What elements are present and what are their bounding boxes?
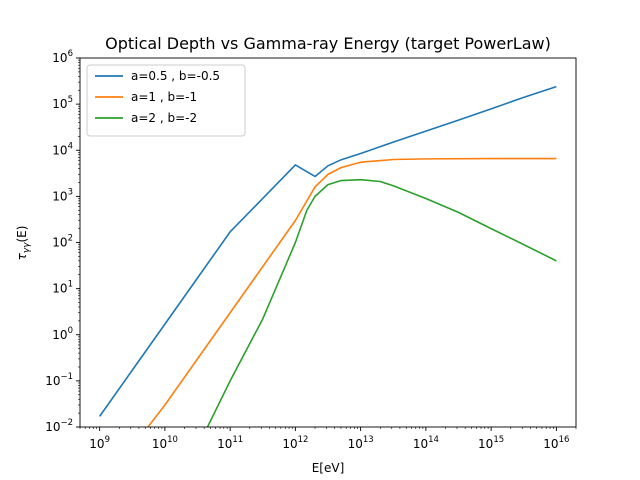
y-tick-label-5: 103	[52, 187, 73, 203]
y-tick-label-4: 102	[52, 234, 73, 250]
series-layer	[98, 85, 557, 427]
x-tick-label-7: 1016	[543, 435, 569, 451]
x-tick-label-1: 1010	[152, 435, 178, 451]
chart-title: Optical Depth vs Gamma-ray Energy (targe…	[105, 34, 551, 53]
y-axis-label-subscript: γγ	[22, 242, 32, 253]
x-tick-label-3: 1012	[282, 435, 308, 451]
y-tick-label-8: 106	[52, 49, 73, 65]
y-axis-label-argument: (E)	[15, 226, 29, 243]
y-tick-label-1: 10−1	[45, 372, 73, 388]
series-line-1	[147, 157, 557, 427]
y-tick-label-6: 104	[52, 141, 73, 157]
legend-label-2: a=2 , b=-2	[131, 111, 197, 125]
y-tick-label-3: 101	[52, 280, 73, 296]
x-tick-label-6: 1015	[478, 435, 504, 451]
axes-layer: 109 1010 1011 1012 1013 1014 1015 1016 10−2 10−1 1…	[45, 49, 577, 451]
x-tick-label-5: 1014	[413, 435, 439, 451]
y-tick-label-0: 10−2	[45, 418, 73, 434]
legend-box	[86, 64, 246, 137]
x-tick-label-2: 1011	[217, 435, 243, 451]
series-line-2	[206, 178, 557, 427]
y-tick-label-7: 105	[52, 95, 73, 111]
y-axis-label-symbol: τ	[15, 252, 29, 260]
y-axis-label: τγγ(E)	[15, 226, 32, 261]
x-axis-label: E[eV]	[312, 461, 345, 475]
legend-label-1: a=1 , b=-1	[131, 90, 197, 104]
legend-label-0: a=0.5 , b=-0.5	[131, 69, 220, 83]
series-line-0	[98, 85, 557, 417]
y-tick-label-2: 100	[52, 326, 73, 342]
x-tick-label-0: 109	[89, 435, 110, 451]
legend: a=0.5 , b=-0.5 a=1 , b=-1 a=2 , b=-2	[86, 64, 246, 137]
x-tick-label-4: 1013	[348, 435, 374, 451]
